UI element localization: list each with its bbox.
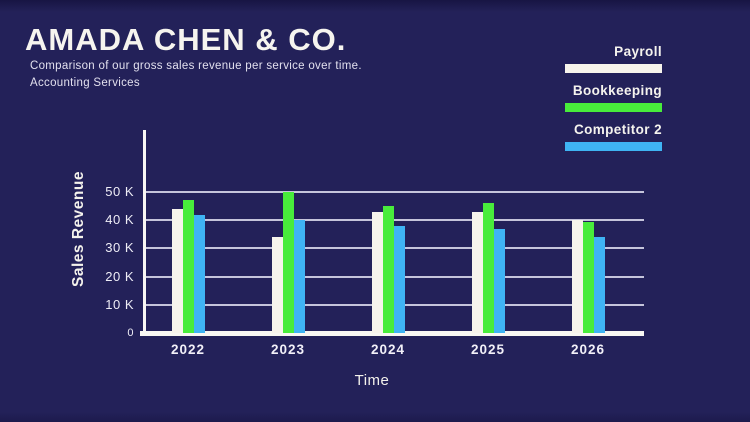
y-tick-label-20: 20 K <box>105 268 134 284</box>
x-axis-title: Time <box>354 372 390 389</box>
legend: Payroll Bookkeeping Competitor 2 <box>565 44 662 161</box>
bar-bookkeeping-2023 <box>282 192 294 333</box>
bar-payroll-2023 <box>271 237 283 333</box>
y-tick-label-40: 40 K <box>105 212 134 228</box>
y-tick-label-50: 50 K <box>105 184 134 199</box>
legend-swatch-payroll <box>565 64 662 73</box>
x-axis-line <box>140 331 644 336</box>
legend-swatch-competitor-2 <box>565 142 662 151</box>
subtitle-line-2: Accounting Services <box>30 77 140 89</box>
y-axis-line <box>143 130 146 336</box>
bar-bookkeeping-2022 <box>182 200 194 333</box>
bar-competitor-2-2023 <box>293 220 305 333</box>
subtitle-line-1: Comparison of our gross sales revenue pe… <box>30 60 362 72</box>
legend-item-competitor-2: Competitor 2 <box>565 122 662 151</box>
legend-item-bookkeeping: Bookkeeping <box>565 83 662 112</box>
y-tick-label-10: 10 K <box>105 296 134 312</box>
x-tick-label-2022: 2022 <box>170 342 206 357</box>
bar-bookkeeping-2025 <box>482 203 494 333</box>
bar-payroll-2025 <box>471 211 483 333</box>
bar-bookkeeping-2026 <box>582 221 594 333</box>
bar-bookkeeping-2024 <box>382 206 394 333</box>
gridline-50k <box>146 191 644 193</box>
x-tick-label-2024: 2024 <box>370 342 406 357</box>
gridline-40k <box>146 219 644 222</box>
bar-competitor-2-2024 <box>393 225 405 333</box>
page-title: AMADA CHEN & CO. <box>25 22 347 57</box>
legend-swatch-bookkeeping <box>565 103 662 112</box>
x-tick-label-2023: 2023 <box>270 342 306 357</box>
bar-competitor-2-2022 <box>193 214 205 333</box>
bar-payroll-2022 <box>171 208 183 333</box>
legend-label-competitor-2: Competitor 2 <box>573 122 662 137</box>
legend-label-bookkeeping: Bookkeeping <box>572 83 662 98</box>
bar-payroll-2026 <box>571 220 583 333</box>
x-tick-label-2025: 2025 <box>470 342 506 357</box>
bar-payroll-2024 <box>371 211 383 333</box>
y-tick-label-30: 30 K <box>105 240 134 256</box>
bar-competitor-2-2025 <box>493 228 505 333</box>
legend-label-payroll: Payroll <box>614 44 662 59</box>
bar-competitor-2-2026 <box>593 237 605 333</box>
legend-item-payroll: Payroll <box>565 44 662 73</box>
y-tick-label-0: 0 <box>127 327 134 339</box>
x-tick-label-2026: 2026 <box>570 342 606 357</box>
